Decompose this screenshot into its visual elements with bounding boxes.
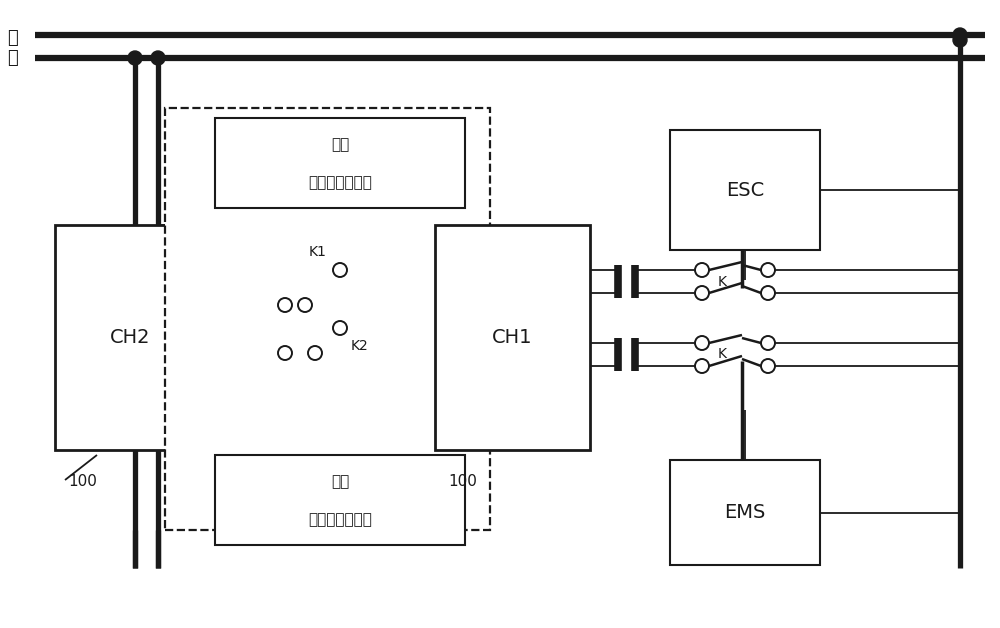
Bar	[435, 225, 590, 450]
Bar	[670, 130, 820, 250]
Bar	[55, 225, 205, 450]
Bar	[215, 455, 465, 545]
Bar	[215, 118, 465, 208]
Circle shape	[761, 359, 775, 373]
Circle shape	[695, 286, 709, 300]
Circle shape	[695, 263, 709, 277]
Circle shape	[333, 321, 347, 335]
Text: K2: K2	[351, 339, 369, 353]
Circle shape	[278, 298, 292, 312]
Circle shape	[333, 263, 347, 277]
Circle shape	[278, 346, 292, 360]
Circle shape	[761, 336, 775, 350]
Circle shape	[298, 298, 312, 312]
Circle shape	[128, 51, 142, 65]
Text: 100: 100	[69, 475, 97, 489]
Text: 第二: 第二	[331, 475, 349, 489]
Text: K: K	[718, 347, 726, 362]
Text: EMS: EMS	[724, 503, 766, 522]
Text: 总
线: 总 线	[8, 29, 18, 67]
Circle shape	[151, 51, 165, 65]
Text: ESC: ESC	[726, 180, 764, 200]
Circle shape	[953, 33, 967, 47]
Text: 信号自定义模块: 信号自定义模块	[308, 512, 372, 528]
Circle shape	[761, 286, 775, 300]
Text: CH2: CH2	[110, 328, 150, 347]
Circle shape	[308, 346, 322, 360]
Bar	[165, 108, 490, 530]
Circle shape	[695, 336, 709, 350]
Circle shape	[695, 359, 709, 373]
Text: K: K	[718, 274, 726, 288]
Circle shape	[953, 28, 967, 42]
Text: CH1: CH1	[492, 328, 533, 347]
Text: 100: 100	[449, 475, 477, 489]
Text: 第一: 第一	[331, 138, 349, 153]
Circle shape	[761, 263, 775, 277]
Text: K1: K1	[309, 245, 327, 259]
Text: 信号自定义模块: 信号自定义模块	[308, 175, 372, 190]
Bar	[670, 460, 820, 565]
